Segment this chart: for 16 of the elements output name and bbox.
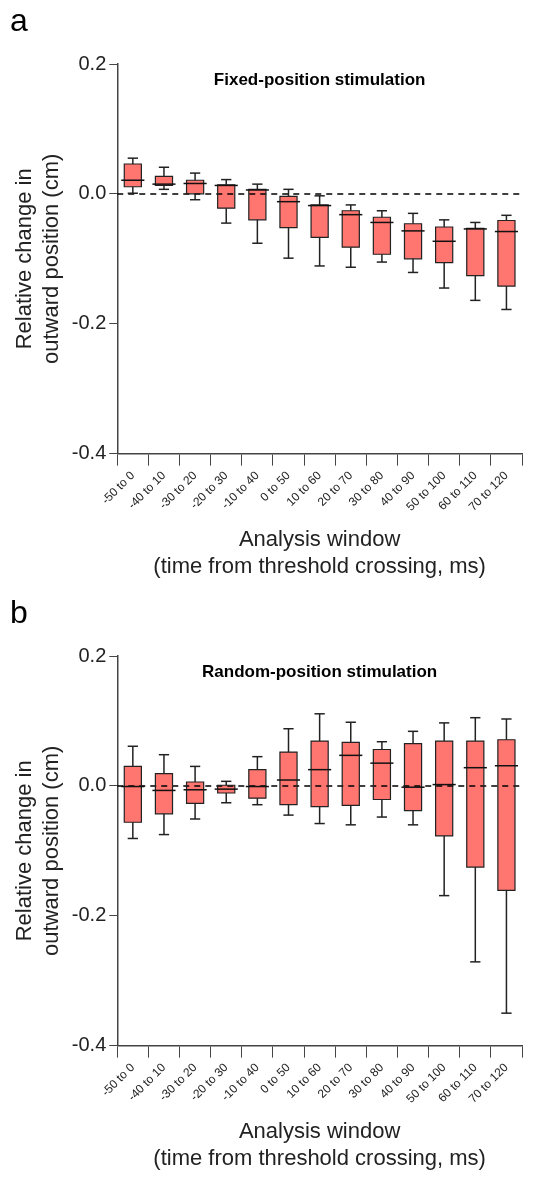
y-tick-label: -0.2 — [71, 903, 107, 926]
text: b — [10, 593, 28, 630]
text: a — [10, 1, 28, 38]
x-axis-title: Analysis window (time from threshold crossing, ms) — [153, 526, 486, 578]
x-axis-title: Analysis window (time from threshold crossing, ms) — [153, 1118, 486, 1170]
y-tick-label: -0.4 — [71, 441, 107, 464]
y-tick-label: 0.0 — [78, 181, 107, 204]
chart-title: Fixed-position stimulation — [213, 70, 426, 90]
chart-title: Random-position stimulation — [202, 662, 438, 682]
y-tick-label: -0.2 — [71, 311, 107, 334]
y-tick-label: 0.2 — [78, 643, 107, 666]
y-axis-title: Relative change in outward position (cm) — [11, 745, 63, 956]
y-tick-label: 0.0 — [78, 773, 107, 796]
y-tick-label: 0.2 — [78, 51, 107, 74]
y-axis-title: Relative change in outward position (cm) — [11, 153, 63, 364]
y-tick-label: -0.4 — [71, 1033, 107, 1056]
